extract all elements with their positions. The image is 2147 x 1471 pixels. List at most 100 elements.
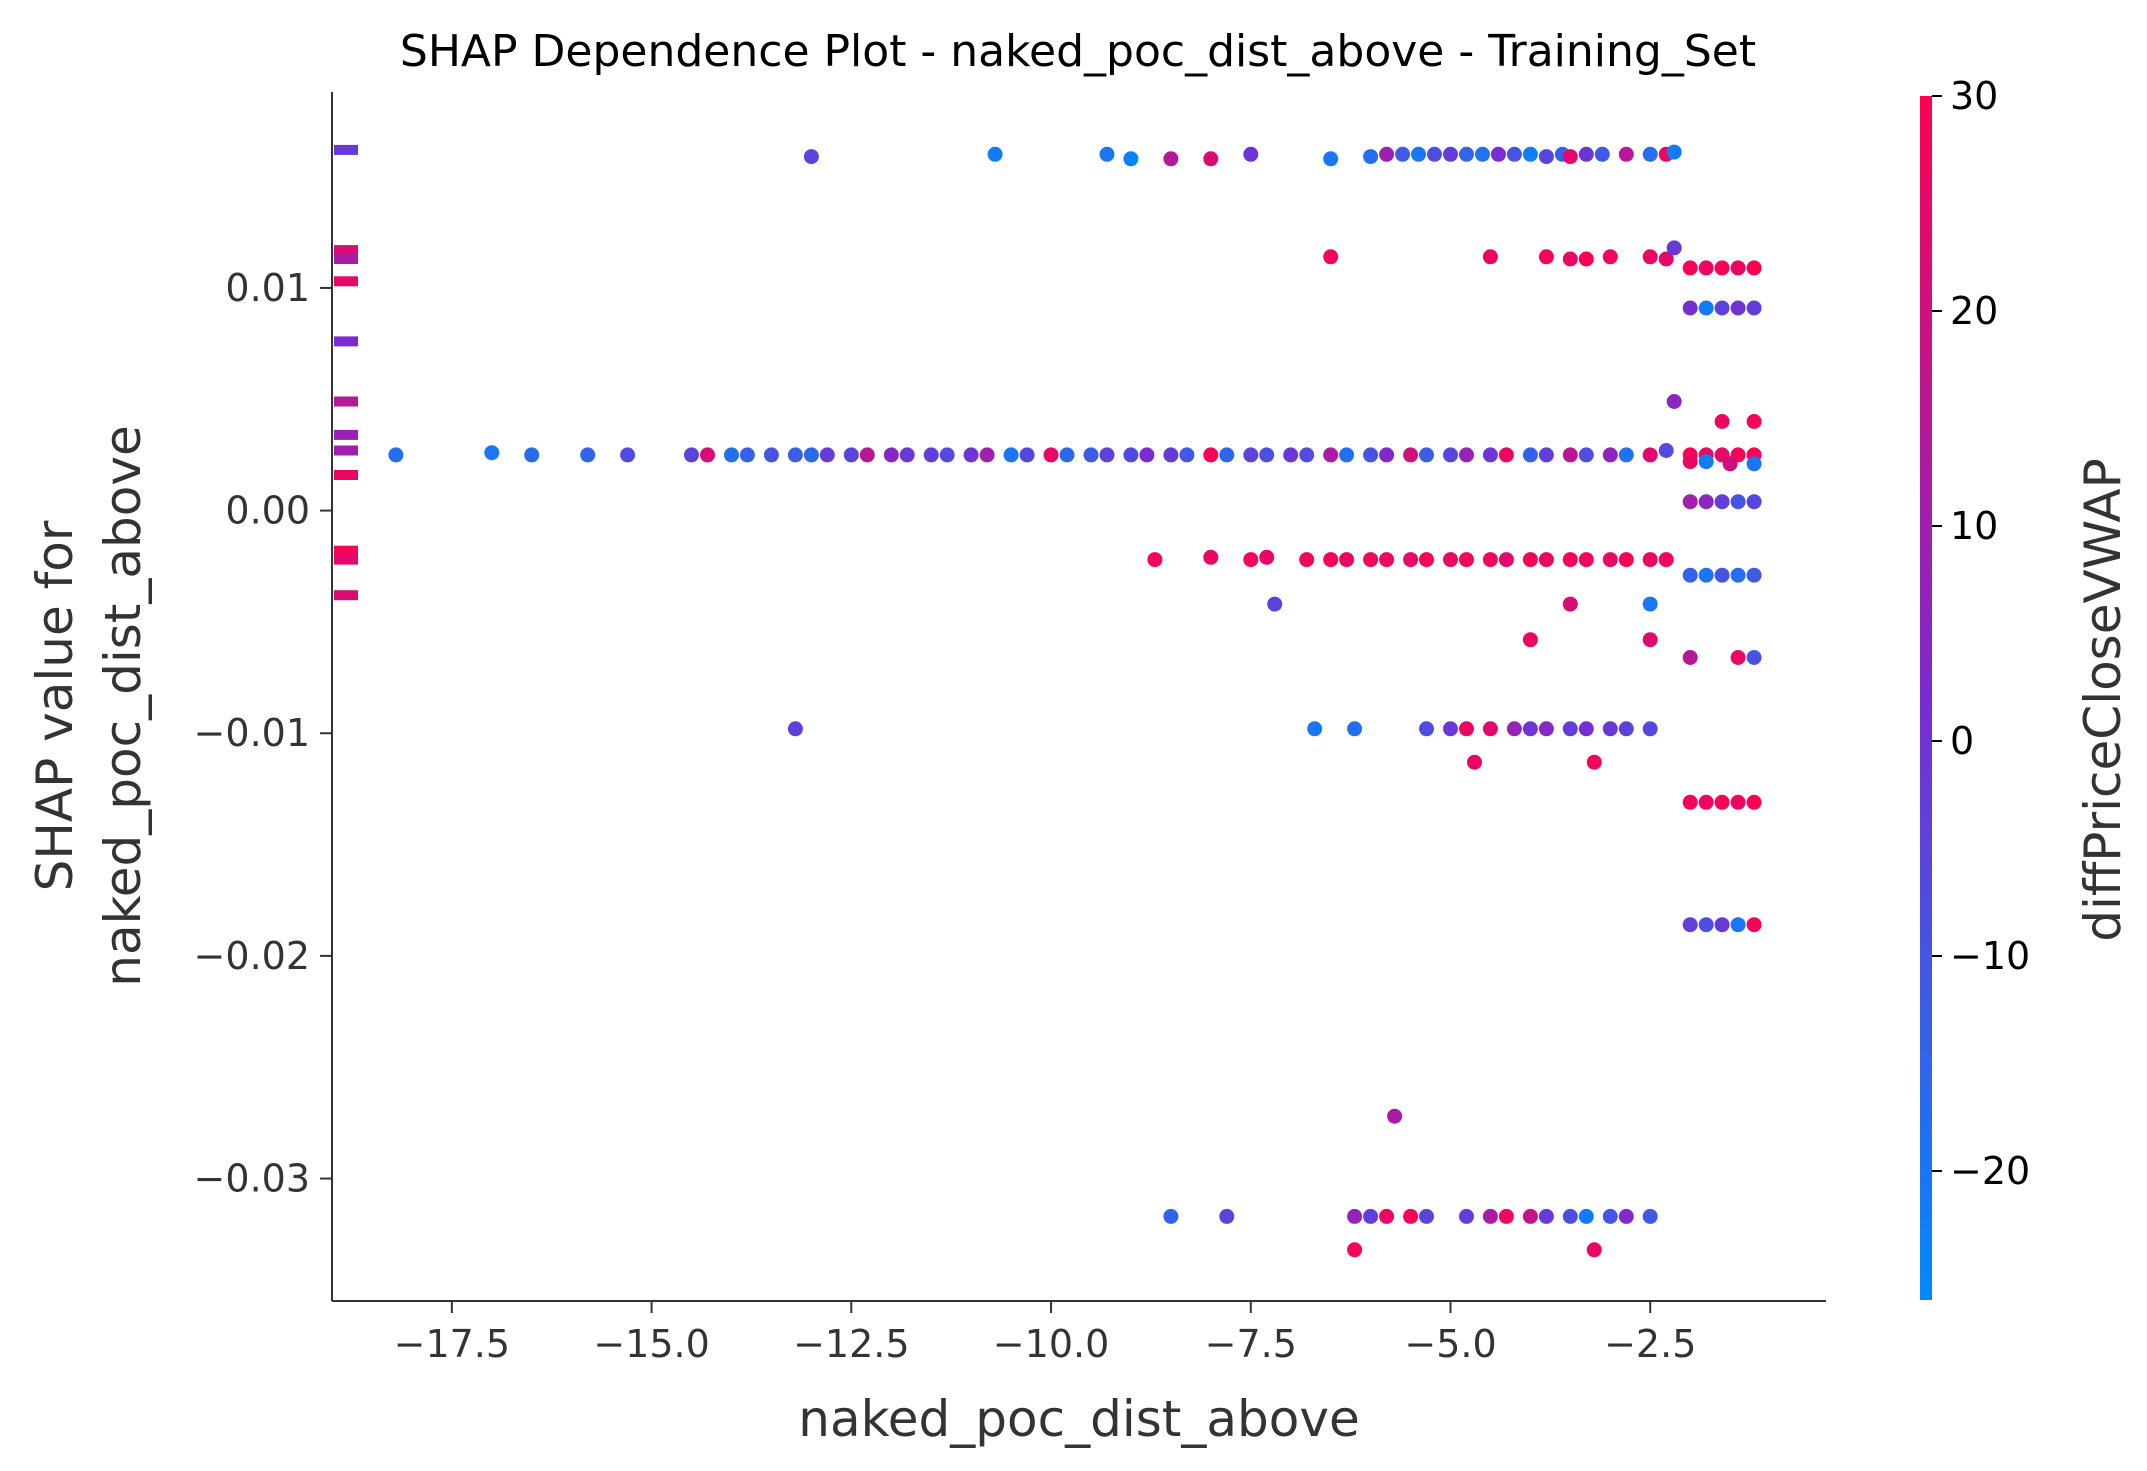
scatter-point (1642, 249, 1658, 265)
scatter-point (1714, 260, 1730, 276)
y-tick-label: −0.01 (194, 711, 310, 755)
marginal-bar (334, 144, 358, 155)
scatter-point (1562, 721, 1578, 737)
scatter-point (388, 447, 404, 463)
scatter-point (1411, 146, 1426, 162)
scatter-point (1163, 447, 1179, 463)
scatter-point (1746, 300, 1762, 316)
scatter-point (1243, 447, 1259, 463)
x-tick-label: −12.5 (793, 1322, 909, 1366)
scatter-point (1506, 721, 1522, 737)
marginal-bar (334, 554, 358, 565)
scatter-point (1467, 754, 1482, 770)
marginal-bar (334, 429, 358, 440)
scatter-point (1147, 552, 1163, 568)
scatter-point (1459, 552, 1474, 568)
scatter-point (1602, 552, 1618, 568)
scatter-point (1578, 251, 1594, 267)
marginal-bar (334, 254, 358, 264)
scatter-point (1179, 447, 1195, 463)
scatter-point (1475, 146, 1490, 162)
scatter-point (484, 445, 500, 461)
scatter-point (1163, 151, 1179, 167)
x-tick-label: −15.0 (593, 1322, 709, 1366)
y-axis-ticks: 0.01 0.00 −0.01 −0.02 −0.03 (194, 266, 332, 1201)
scatter-point (1538, 721, 1554, 737)
scatter-point (1363, 447, 1379, 463)
colorbar-ticks: 30 20 10 0 −10 −20 (1932, 74, 2030, 1193)
scatter-point (1562, 149, 1578, 165)
scatter-point (1698, 794, 1714, 810)
scatter-point (1642, 447, 1658, 463)
scatter-point (1482, 447, 1498, 463)
scatter-point (1203, 447, 1219, 463)
marginal-bar (334, 590, 358, 601)
scatter-point (803, 149, 819, 165)
scatter-point (987, 146, 1003, 162)
y-tick-label: −0.03 (194, 1157, 310, 1201)
scatter-point (1307, 721, 1323, 737)
scatter-point (1618, 721, 1634, 737)
marginal-bar (334, 245, 358, 256)
scatter-point (1698, 567, 1714, 583)
scatter-point (1059, 447, 1075, 463)
scatter-point (724, 447, 739, 463)
scatter-point (1347, 1208, 1363, 1224)
scatter-point (1498, 1208, 1514, 1224)
scatter-point (1586, 1242, 1602, 1258)
y-tick-label: −0.02 (194, 934, 310, 978)
y-axis-label: SHAP value for naked_poc_dist_above (26, 425, 152, 986)
scatter-point (1459, 1208, 1474, 1224)
scatter-point (1538, 249, 1554, 265)
scatter-point (1323, 151, 1339, 167)
marginal-bar (334, 276, 358, 287)
scatter-point (700, 447, 715, 463)
x-tick-label: −10.0 (993, 1322, 1109, 1366)
scatter-point (1522, 632, 1538, 648)
scatter-point (1395, 146, 1411, 162)
scatter-point (1714, 567, 1730, 583)
scatter-point (1562, 447, 1578, 463)
scatter-point (1714, 414, 1730, 429)
scatter-point (1714, 794, 1730, 810)
scatter-point (1283, 447, 1299, 463)
scatter-point (1642, 596, 1658, 612)
scatter-point (1562, 596, 1578, 612)
scatter-point (1099, 146, 1115, 162)
scatter-point (963, 447, 979, 463)
scatter-point (1419, 1208, 1434, 1224)
scatter-point (1490, 146, 1506, 162)
scatter-point (1363, 1208, 1379, 1224)
scatter-point (803, 447, 819, 463)
chart-title: SHAP Dependence Plot - naked_poc_dist_ab… (400, 26, 1756, 77)
colorbar-tick-label: −20 (1950, 1149, 2030, 1193)
scatter-point (1123, 151, 1139, 167)
scatter-point (1666, 394, 1682, 409)
scatter-point (1658, 251, 1674, 267)
scatter-point (1642, 721, 1658, 737)
scatter-point (1746, 494, 1762, 510)
scatter-point (1682, 567, 1698, 583)
scatter-point (1482, 1208, 1498, 1224)
scatter-point (1419, 552, 1434, 568)
scatter-point (620, 447, 636, 463)
scatter-point (1714, 494, 1730, 510)
marginal-bar (334, 336, 358, 347)
scatter-point (763, 447, 779, 463)
scatter-point (1666, 240, 1682, 256)
colorbar-tick-label: 10 (1950, 504, 1998, 548)
scatter-point (1522, 447, 1538, 463)
scatter-point (1666, 144, 1682, 160)
scatter-point (843, 447, 859, 463)
scatter-point (939, 447, 955, 463)
scatter-point (899, 447, 915, 463)
scatter-point (1562, 1208, 1578, 1224)
scatter-point (1522, 552, 1538, 568)
scatter-point (1730, 917, 1746, 933)
colorbar-tick-label: 0 (1950, 719, 1974, 763)
scatter-point (1347, 1242, 1363, 1258)
scatter-point (1602, 721, 1618, 737)
scatter-point (1019, 447, 1035, 463)
scatter-point (684, 447, 699, 463)
scatter-point (1722, 456, 1738, 472)
